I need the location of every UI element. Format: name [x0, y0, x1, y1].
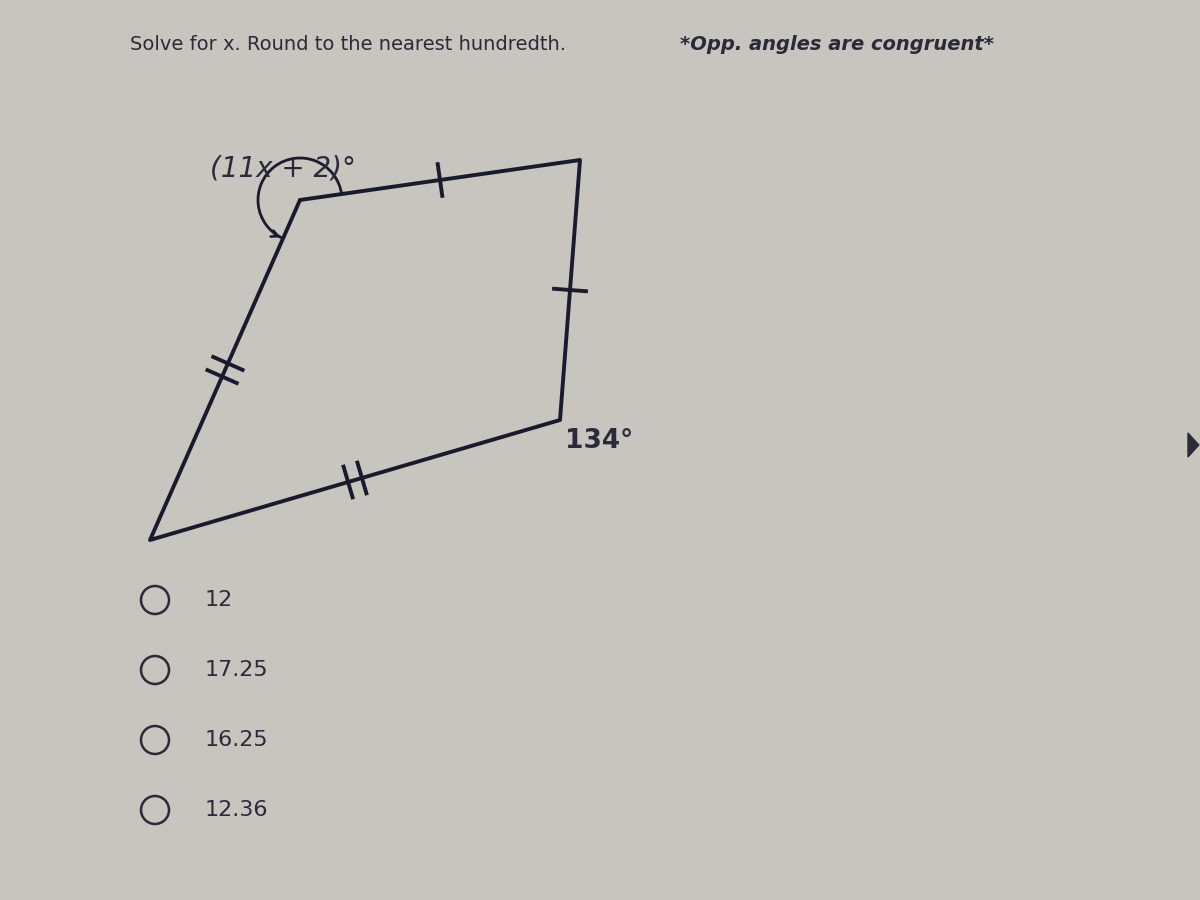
- Text: 16.25: 16.25: [205, 730, 269, 750]
- Text: 134°: 134°: [565, 428, 634, 454]
- Text: (11x + 2)°: (11x + 2)°: [210, 154, 356, 182]
- Text: 12: 12: [205, 590, 233, 610]
- Text: Solve for x. Round to the nearest hundredth.: Solve for x. Round to the nearest hundre…: [130, 35, 566, 54]
- Text: 12.36: 12.36: [205, 800, 269, 820]
- Text: *Opp. angles are congruent*: *Opp. angles are congruent*: [680, 35, 994, 54]
- Polygon shape: [1188, 433, 1199, 457]
- Text: 17.25: 17.25: [205, 660, 269, 680]
